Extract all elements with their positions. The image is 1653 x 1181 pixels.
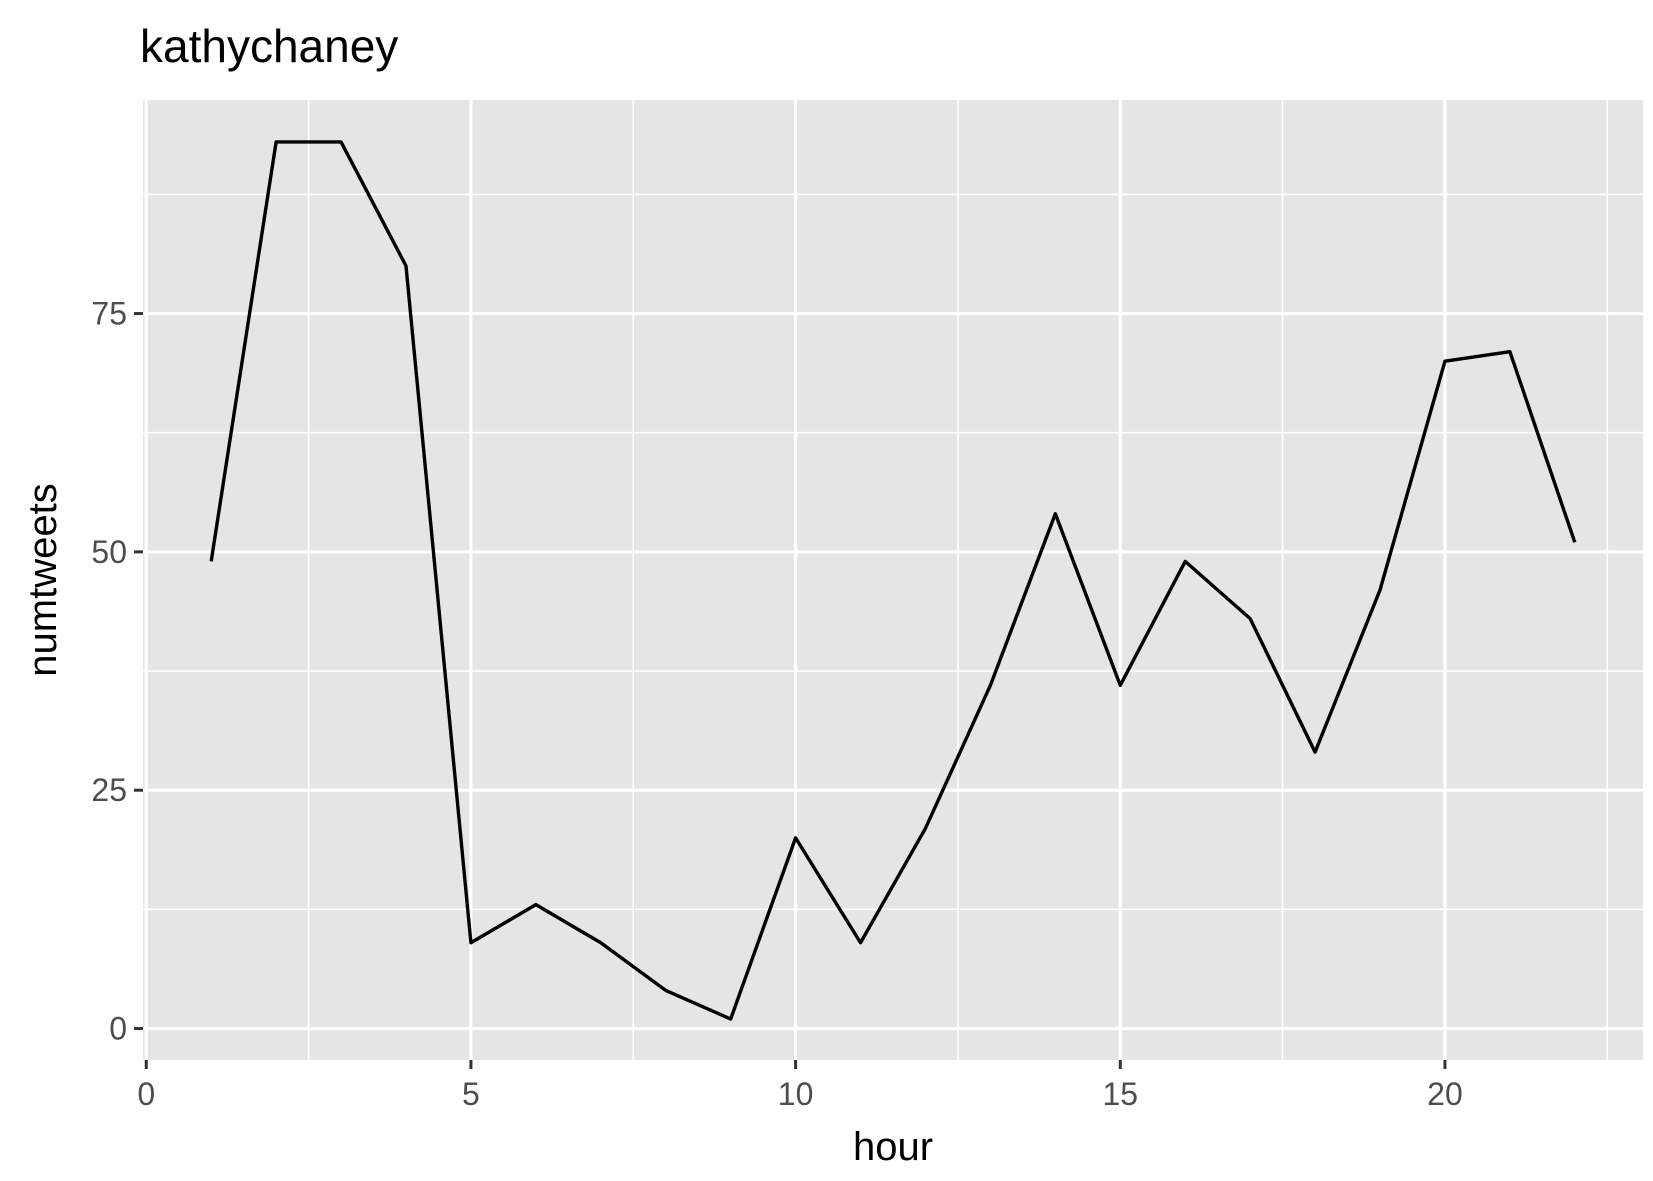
major-gridlines — [143, 100, 1643, 1060]
x-axis-title: hour — [853, 1125, 933, 1169]
y-axis: 0 25 50 75 — [91, 296, 143, 1047]
x-tick-label: 10 — [778, 1076, 814, 1112]
chart-title: kathychaney — [140, 20, 398, 72]
x-tick-label: 15 — [1102, 1076, 1138, 1112]
y-tick-label: 50 — [91, 534, 127, 570]
y-axis-title: numtweets — [21, 483, 65, 676]
minor-gridlines — [143, 100, 1643, 1060]
y-tick-label: 0 — [109, 1011, 127, 1047]
series-line — [209, 140, 1577, 1021]
y-tick-label: 25 — [91, 772, 127, 808]
x-tick-label: 0 — [137, 1076, 155, 1112]
x-axis: 0 5 10 15 20 — [137, 1060, 1463, 1112]
x-tick-label: 5 — [462, 1076, 480, 1112]
plot-panel — [143, 100, 1643, 1060]
y-tick-label: 75 — [91, 296, 127, 332]
x-tick-label: 20 — [1427, 1076, 1463, 1112]
series-layer — [209, 140, 1577, 1021]
